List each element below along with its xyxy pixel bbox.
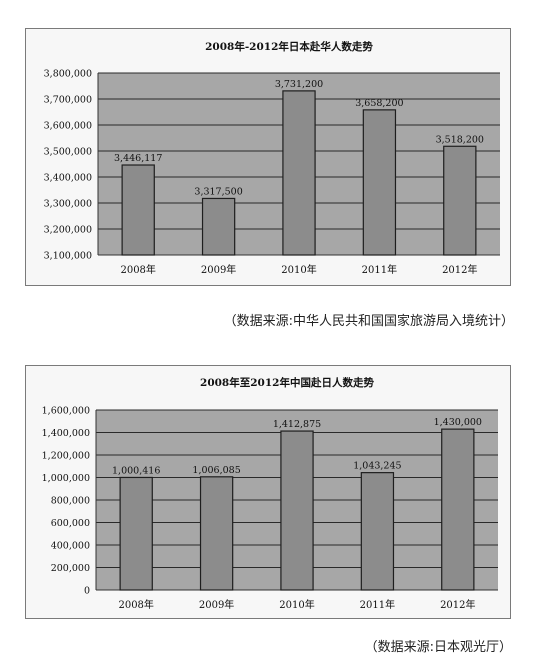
chart-1-ytick-label: 3,200,000 (44, 225, 92, 236)
chart-2-bar (119, 476, 153, 591)
chart-1-data-label: 3,731,200 (275, 79, 323, 90)
chart-2-xtick-label: 2010年 (279, 598, 314, 611)
chart-1-bar (443, 145, 477, 256)
chart-2-svg: 2008年至2012年中国赴日人数走势 0 200,000 400,000 600,00… (42, 376, 498, 611)
chart-2-xtick-label: 2012年 (440, 598, 475, 611)
chart-1-ytick-label: 3,700,000 (44, 95, 92, 106)
chart-1-ytick-label: 3,100,000 (44, 251, 92, 262)
chart-1-svg: 2008年-2012年日本赴华人数走势 3,100,000 3,200,000 3,3… (44, 40, 500, 276)
chart-2-ytick-label: 1,200,000 (42, 451, 90, 462)
chart-1-ytick-label: 3,400,000 (44, 173, 92, 184)
chart-2-data-label: 1,006,085 (192, 465, 240, 476)
chart-2-data-label: 1,412,875 (273, 419, 321, 430)
chart-2-xtick-label: 2008年 (118, 598, 153, 611)
chart-2-ytick-label: 600,000 (51, 518, 90, 529)
chart-1-xtick-label: 2010年 (281, 263, 316, 276)
chart-1-frame: 2008年-2012年日本赴华人数走势 3,100,000 3,200,000 3,3… (25, 28, 511, 286)
chart-1-title: 2008年-2012年日本赴华人数走势 (205, 40, 373, 53)
chart-1-ytick-label: 3,300,000 (44, 199, 92, 210)
chart-2-frame: 2008年至2012年中国赴日人数走势 0 200,000 400,000 600,00… (25, 365, 511, 619)
chart-1-ytick-label: 3,600,000 (44, 121, 92, 132)
chart-1-xtick-label: 2011年 (362, 263, 397, 276)
chart-1-data-label: 3,317,500 (194, 186, 242, 197)
chart-2-bar (441, 428, 475, 591)
chart-1-data-label: 3,518,200 (436, 134, 484, 145)
chart-1-data-label: 3,446,117 (114, 153, 162, 164)
chart-1-bar (362, 109, 397, 256)
chart-1-bar (121, 164, 155, 256)
chart-1-ytick-label: 3,800,000 (44, 69, 92, 80)
chart-2-ytick-label: 1,400,000 (42, 428, 90, 439)
chart-1-data-label: 3,658,200 (355, 98, 403, 109)
chart-2-source-note: （数据来源:日本观光厅） (364, 640, 512, 655)
chart-1-xtick-label: 2012年 (442, 263, 477, 276)
chart-2-xtick-label: 2009年 (199, 598, 234, 611)
chart-1-xtick-label: 2008年 (120, 263, 155, 276)
chart-1-source-note: （数据来源:中华人民共和国国家旅游局入境统计） (223, 314, 514, 329)
chart-2-bar (360, 472, 395, 591)
chart-2-title: 2008年至2012年中国赴日人数走势 (200, 376, 374, 389)
chart-2-xtick-label: 2011年 (360, 598, 395, 611)
chart-1-bar (201, 197, 236, 256)
chart-1-bar (282, 90, 316, 256)
chart-2-data-label: 1,000,416 (112, 465, 160, 476)
chart-1-ytick-label: 3,500,000 (44, 147, 92, 158)
chart-2-bar (199, 476, 234, 591)
chart-2-data-label: 1,043,245 (353, 461, 401, 472)
chart-2-ytick-label: 400,000 (51, 541, 90, 552)
chart-2-ytick-label: 800,000 (51, 496, 90, 507)
chart-2-ytick-label: 200,000 (51, 563, 90, 574)
chart-1-xtick-label: 2009年 (201, 263, 236, 276)
chart-2-ytick-label: 1,000,000 (42, 473, 90, 484)
chart-2-data-label: 1,430,000 (434, 417, 482, 428)
chart-2-ytick-label: 1,600,000 (42, 406, 90, 417)
chart-2-ytick-label: 0 (84, 586, 90, 597)
chart-2-bar (280, 430, 314, 591)
